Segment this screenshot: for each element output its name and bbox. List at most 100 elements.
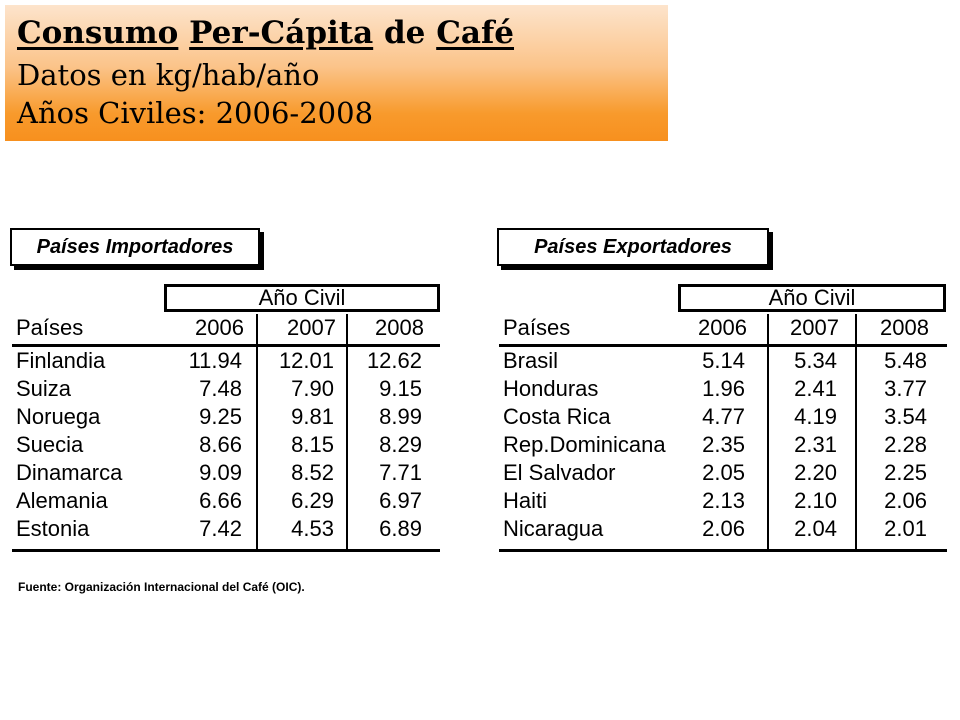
value-cell: 6.97: [379, 488, 422, 513]
value-cell: 6.89: [379, 516, 422, 541]
year-group-header: Año Civil: [678, 284, 946, 312]
exporters-section-box: Países Exportadores: [497, 228, 769, 266]
value-cell: 5.14: [702, 348, 745, 373]
value-cell: 4.19: [794, 404, 837, 429]
value-cell: 1.96: [702, 376, 745, 401]
title-word-de: de: [383, 15, 426, 51]
subtitle-years: Años Civiles: 2006-2008: [17, 96, 374, 130]
value-cell: 9.81: [291, 404, 334, 429]
table-row: El Salvador 2.05 2.20 2.25: [497, 459, 947, 487]
value-cell: 8.52: [291, 460, 334, 485]
country-cell: Alemania: [16, 488, 108, 513]
value-cell: 6.29: [291, 488, 334, 513]
table-row: Estonia 7.42 4.53 6.89: [10, 515, 440, 543]
table-row: Costa Rica 4.77 4.19 3.54: [497, 403, 947, 431]
country-cell: Dinamarca: [16, 460, 123, 485]
value-cell: 12.01: [278, 348, 334, 373]
value-cell: 7.71: [379, 460, 422, 485]
value-cell: 2.20: [794, 460, 837, 485]
importers-table: Año Civil Países 2006 2007 2008 Finlandi…: [10, 282, 440, 554]
value-cell: 9.09: [199, 460, 242, 485]
value-cell: 2.28: [884, 432, 927, 457]
value-cell: 2.41: [794, 376, 837, 401]
table-row: Haiti 2.13 2.10 2.06: [497, 487, 947, 515]
country-cell: Honduras: [503, 376, 599, 401]
column-divider: [346, 314, 348, 552]
header-2007: 2007: [287, 315, 336, 340]
exporters-table: Año Civil Países 2006 2007 2008 Brasil 5.…: [497, 282, 947, 554]
importers-section-box: Países Importadores: [10, 228, 260, 266]
value-cell: 8.66: [199, 432, 242, 457]
year-group-header: Año Civil: [164, 284, 440, 312]
value-cell: 2.35: [702, 432, 745, 457]
value-cell: 2.04: [794, 516, 837, 541]
country-cell: Suiza: [16, 376, 72, 401]
header-2008: 2008: [375, 315, 424, 340]
table-bottom-rule: [12, 549, 440, 552]
table-row: Brasil 5.14 5.34 5.48: [497, 347, 947, 375]
value-cell: 7.48: [199, 376, 242, 401]
importers-section-label: Países Importadores: [36, 235, 234, 258]
table-row: Suecia 8.66 8.15 8.29: [10, 431, 440, 459]
value-cell: 2.05: [702, 460, 745, 485]
subtitle-units: Datos en kg/hab/año: [17, 58, 320, 92]
value-cell: 2.13: [702, 488, 745, 513]
header-divider: [12, 344, 440, 347]
value-cell: 4.77: [702, 404, 745, 429]
value-cell: 12.62: [366, 348, 422, 373]
value-cell: 2.06: [702, 516, 745, 541]
value-cell: 2.25: [884, 460, 927, 485]
header-countries: Países: [16, 315, 84, 340]
table-row: Nicaragua 2.06 2.04 2.01: [497, 515, 947, 543]
country-cell: Estonia: [16, 516, 90, 541]
header-divider: [499, 344, 947, 347]
value-cell: 8.29: [379, 432, 422, 457]
value-cell: 5.48: [884, 348, 927, 373]
value-cell: 8.15: [291, 432, 334, 457]
value-cell: 2.31: [794, 432, 837, 457]
value-cell: 7.90: [291, 376, 334, 401]
header-2008: 2008: [880, 315, 929, 340]
title-word-cafe: Café: [436, 15, 515, 51]
country-cell: Haiti: [503, 488, 548, 513]
page-title: Consumo Per-Cápita de Café: [17, 13, 514, 53]
table-row: Noruega 9.25 9.81 8.99: [10, 403, 440, 431]
table-row: Alemania 6.66 6.29 6.97: [10, 487, 440, 515]
table-row: Honduras 1.96 2.41 3.77: [497, 375, 947, 403]
value-cell: 9.25: [199, 404, 242, 429]
exporters-section-label: Países Exportadores: [534, 235, 732, 258]
country-cell: Costa Rica: [503, 404, 611, 429]
table-row: Finlandia 11.94 12.01 12.62: [10, 347, 440, 375]
column-divider: [767, 314, 769, 552]
country-cell: Finlandia: [16, 348, 106, 373]
value-cell: 2.01: [884, 516, 927, 541]
header-2006: 2006: [195, 315, 244, 340]
table-row: Suiza 7.48 7.90 9.15: [10, 375, 440, 403]
country-cell: Rep.Dominicana: [503, 432, 666, 457]
country-cell: Nicaragua: [503, 516, 604, 541]
table-bottom-rule: [499, 549, 947, 552]
value-cell: 8.99: [379, 404, 422, 429]
table-row: Rep.Dominicana 2.35 2.31 2.28: [497, 431, 947, 459]
value-cell: 4.53: [291, 516, 334, 541]
column-divider: [855, 314, 857, 552]
value-cell: 2.10: [794, 488, 837, 513]
value-cell: 2.06: [884, 488, 927, 513]
value-cell: 9.15: [379, 376, 422, 401]
value-cell: 5.34: [794, 348, 837, 373]
header-2007: 2007: [790, 315, 839, 340]
header-2006: 2006: [698, 315, 747, 340]
title-banner: Consumo Per-Cápita de Café Datos en kg/h…: [5, 5, 668, 141]
value-cell: 3.77: [884, 376, 927, 401]
source-note: Fuente: Organización Internacional del C…: [18, 580, 305, 594]
title-word-consumo: Consumo: [17, 15, 179, 51]
country-cell: Noruega: [16, 404, 101, 429]
column-divider: [256, 314, 258, 552]
value-cell: 7.42: [199, 516, 242, 541]
value-cell: 3.54: [884, 404, 927, 429]
table-row: Dinamarca 9.09 8.52 7.71: [10, 459, 440, 487]
value-cell: 6.66: [199, 488, 242, 513]
title-word-percapita: Per-Cápita: [189, 15, 374, 51]
header-countries: Países: [503, 315, 571, 340]
country-cell: Brasil: [503, 348, 559, 373]
